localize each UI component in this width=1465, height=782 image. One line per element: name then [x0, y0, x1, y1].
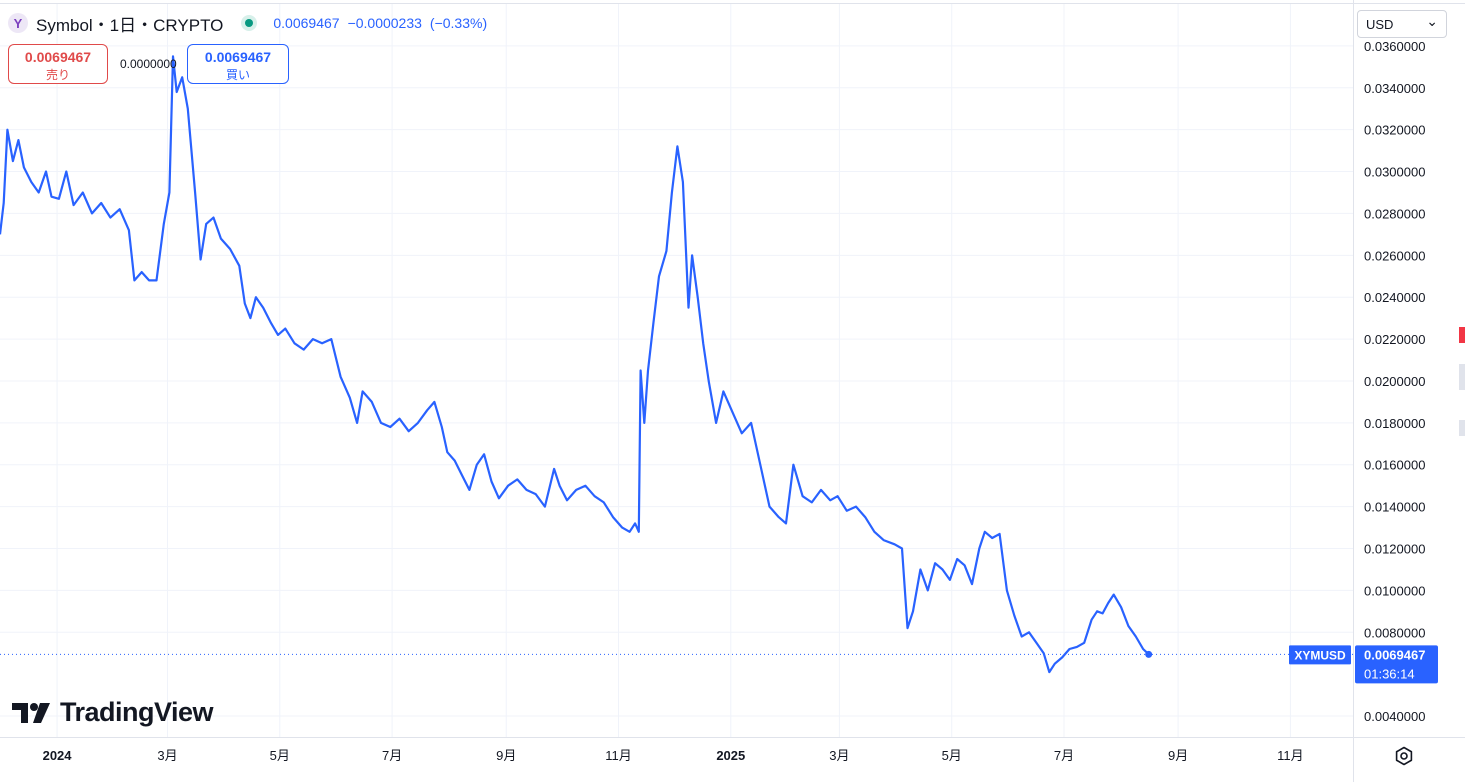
y-tick-label: 0.0200000: [1364, 374, 1425, 389]
y-tick-label: 0.0260000: [1364, 248, 1425, 263]
bar-countdown: 01:36:14: [1364, 666, 1415, 681]
buy-button[interactable]: 0.0069467 買い: [187, 44, 289, 84]
y-tick-label: 0.0120000: [1364, 542, 1425, 557]
last-price-tag-value: 0.0069467: [1364, 647, 1425, 662]
tradingview-logo-icon: [12, 702, 50, 723]
spread-value: 0.0000000: [120, 57, 177, 71]
sell-price: 0.0069467: [24, 49, 92, 65]
x-tick-label: 5月: [942, 748, 962, 763]
settings-gear-icon[interactable]: [1394, 746, 1414, 766]
chart-series: [0, 55, 1353, 674]
y-tick-label: 0.0340000: [1364, 81, 1425, 96]
chart-grid: [0, 4, 1353, 737]
y-tick-label: 0.0080000: [1364, 625, 1425, 640]
sell-button[interactable]: 0.0069467 売り: [8, 44, 108, 84]
price-change-percent: (−0.33%): [429, 15, 488, 31]
chevron-down-icon: ⌄: [1426, 12, 1438, 29]
y-tick-label: 0.0100000: [1364, 583, 1425, 598]
buy-label: 買い: [225, 68, 250, 82]
y-tick-label: 0.0240000: [1364, 290, 1425, 305]
symbol-tag-label: XYMUSD: [1294, 648, 1346, 662]
buy-price: 0.0069467: [204, 49, 272, 65]
y-tick-label: 0.0160000: [1364, 458, 1425, 473]
symbol-header: Y Symbol・1日・CRYPTO 0.0069467 −0.0000233 …: [8, 9, 495, 37]
y-tick-label: 0.0140000: [1364, 500, 1425, 515]
last-price-point: [1145, 650, 1153, 658]
x-tick-label: 2025: [716, 748, 745, 763]
side-marker-gray: [1459, 364, 1465, 390]
symbol-logo-icon: Y: [8, 13, 28, 33]
currency-value: USD: [1366, 16, 1394, 32]
market-open-icon: [241, 15, 258, 31]
last-price: 0.0069467: [273, 15, 340, 31]
y-tick-label: 0.0220000: [1364, 332, 1425, 347]
side-marker-gray-2: [1459, 420, 1465, 436]
y-tick-label: 0.0360000: [1364, 39, 1425, 54]
tradingview-logo[interactable]: TradingView: [12, 697, 214, 728]
y-tick-label: 0.0320000: [1364, 123, 1425, 138]
x-tick-label: 3月: [157, 748, 177, 763]
side-marker-red: [1459, 327, 1465, 343]
currency-select[interactable]: USD ⌄: [1357, 10, 1447, 38]
x-tick-label: 11月: [1277, 748, 1304, 763]
x-tick-label: 7月: [382, 748, 402, 763]
x-tick-label: 2024: [43, 748, 73, 763]
last-price-tag: [1355, 645, 1438, 684]
symbol-title[interactable]: Symbol・1日・CRYPTO: [36, 15, 224, 35]
y-tick-label: 0.0180000: [1364, 416, 1425, 431]
price-change: −0.0000233: [347, 15, 422, 31]
sell-label: 売り: [45, 68, 70, 82]
x-tick-label: 11月: [605, 748, 632, 763]
x-tick-label: 9月: [1168, 748, 1188, 763]
y-tick-label: 0.0300000: [1364, 165, 1425, 180]
y-tick-label: 0.0280000: [1364, 206, 1425, 221]
x-tick-label: 5月: [270, 748, 290, 763]
x-tick-label: 9月: [496, 748, 516, 763]
x-tick-label: 7月: [1054, 748, 1074, 763]
price-series-line: [0, 55, 1150, 674]
tradingview-wordmark: TradingView: [60, 697, 214, 727]
x-tick-label: 3月: [829, 748, 849, 763]
y-tick-label: 0.0040000: [1364, 709, 1425, 724]
symbol-price-tag: [1289, 645, 1351, 665]
